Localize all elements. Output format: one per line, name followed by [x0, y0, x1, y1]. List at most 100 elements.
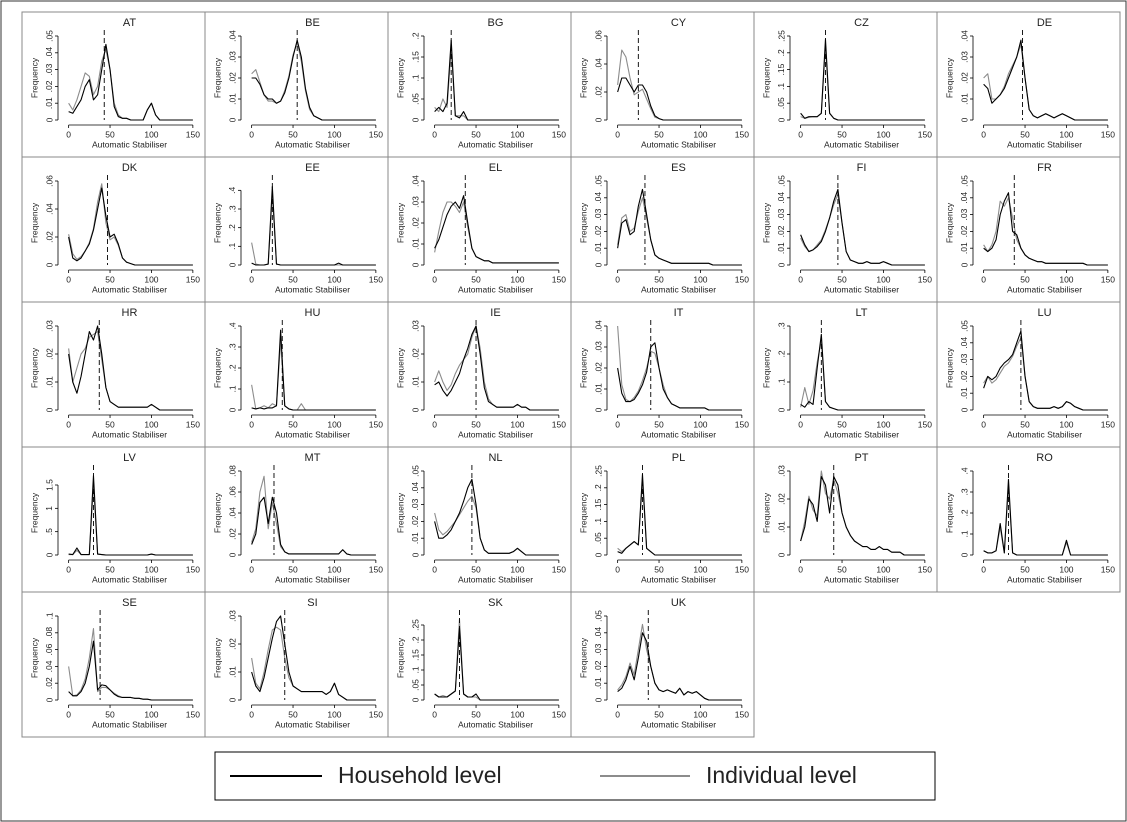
x-tick-label: 150 — [369, 564, 383, 574]
y-tick-label: 0 — [593, 262, 603, 267]
legend-label: Household level — [338, 762, 502, 788]
y-tick-label: 0 — [44, 697, 54, 702]
density-line — [434, 325, 559, 411]
x-tick-label: 150 — [918, 274, 932, 284]
y-tick-label: .01 — [227, 93, 237, 105]
panel-title: CZ — [854, 17, 869, 29]
y-tick-label: .05 — [959, 320, 969, 332]
x-tick-label: 150 — [918, 419, 932, 429]
x-tick-label: 0 — [249, 129, 254, 139]
y-axis-label: Frequency — [29, 347, 39, 388]
panel-title: EL — [489, 162, 502, 174]
y-tick-label: .02 — [227, 528, 237, 540]
y-tick-label: .15 — [410, 51, 420, 63]
x-tick-label: 0 — [981, 564, 986, 574]
y-tick-label: .02 — [776, 493, 786, 505]
y-tick-label: .04 — [776, 192, 786, 204]
x-tick-label: 50 — [471, 419, 481, 429]
x-tick-label: 100 — [144, 564, 158, 574]
panel-title: CY — [671, 17, 687, 29]
panel-title: SE — [122, 597, 137, 609]
panel — [753, 446, 938, 593]
x-axis-label: Automatic Stabiliser — [458, 139, 533, 149]
x-tick-label: 50 — [288, 419, 298, 429]
x-axis-label: Automatic Stabiliser — [275, 719, 350, 729]
x-tick-label: 150 — [1101, 419, 1115, 429]
x-tick-label: 100 — [327, 419, 341, 429]
x-tick-label: 0 — [981, 419, 986, 429]
panel-title: DE — [1037, 17, 1052, 29]
y-tick-label: .03 — [44, 63, 54, 75]
density-line — [983, 478, 1108, 556]
x-tick-label: 0 — [249, 709, 254, 719]
x-axis-label: Automatic Stabiliser — [1007, 139, 1082, 149]
x-tick-label: 150 — [369, 274, 383, 284]
x-tick-label: 100 — [1059, 564, 1073, 574]
y-tick-label: .2 — [227, 224, 237, 231]
density-line — [800, 476, 925, 556]
y-axis-label: Frequency — [395, 492, 405, 533]
y-tick-label: .02 — [227, 72, 237, 84]
density-line — [800, 188, 925, 266]
y-tick-label: .02 — [410, 348, 420, 360]
y-tick-label: .02 — [44, 231, 54, 243]
y-tick-label: 0 — [44, 262, 54, 267]
x-tick-label: 100 — [876, 564, 890, 574]
panel — [21, 446, 206, 593]
y-tick-label: .15 — [776, 63, 786, 75]
y-tick-label: 0 — [776, 117, 786, 122]
x-axis-label: Automatic Stabiliser — [1007, 574, 1082, 584]
y-tick-label: .03 — [593, 341, 603, 353]
y-tick-label: .04 — [593, 627, 603, 639]
y-tick-label: .02 — [959, 225, 969, 237]
panel — [570, 591, 755, 738]
y-tick-label: .25 — [776, 30, 786, 42]
y-tick-label: .04 — [410, 175, 420, 187]
panel-title: ES — [671, 162, 686, 174]
y-tick-label: .02 — [959, 72, 969, 84]
y-tick-label: 0 — [593, 407, 603, 412]
panel — [753, 301, 938, 448]
x-tick-label: 100 — [876, 419, 890, 429]
y-tick-label: .04 — [959, 337, 969, 349]
y-tick-label: .01 — [44, 376, 54, 388]
y-tick-label: .05 — [959, 175, 969, 187]
y-axis-label: Frequency — [944, 202, 954, 243]
x-tick-label: 0 — [615, 564, 620, 574]
density-line — [617, 188, 742, 266]
y-axis-label: Frequency — [761, 202, 771, 243]
x-tick-label: 50 — [837, 419, 847, 429]
panel-title: EE — [305, 162, 320, 174]
y-tick-label: .1 — [959, 530, 969, 537]
x-axis-label: Automatic Stabiliser — [641, 429, 716, 439]
panel-title: SK — [488, 597, 503, 609]
y-tick-label: .05 — [44, 30, 54, 42]
x-axis-label: Automatic Stabiliser — [641, 719, 716, 729]
y-tick-label: 0 — [44, 117, 54, 122]
density-line — [617, 473, 742, 556]
panel-title: IT — [674, 307, 684, 319]
panel — [387, 301, 572, 448]
panel — [21, 591, 206, 738]
panel — [570, 156, 755, 303]
panel — [936, 301, 1121, 448]
x-tick-label: 150 — [735, 709, 749, 719]
x-tick-label: 50 — [471, 274, 481, 284]
panel-title: SI — [307, 597, 317, 609]
panel — [21, 156, 206, 303]
x-tick-label: 50 — [654, 564, 664, 574]
x-tick-label: 100 — [144, 709, 158, 719]
y-tick-label: 0 — [227, 697, 237, 702]
x-tick-label: 150 — [369, 709, 383, 719]
panel — [936, 156, 1121, 303]
y-tick-label: .03 — [44, 320, 54, 332]
x-tick-label: 0 — [432, 564, 437, 574]
y-tick-label: .2 — [410, 32, 420, 39]
y-tick-label: .3 — [227, 343, 237, 350]
x-tick-label: 50 — [1020, 564, 1030, 574]
y-tick-label: .15 — [410, 649, 420, 661]
x-tick-label: 50 — [1020, 419, 1030, 429]
x-tick-label: 0 — [66, 419, 71, 429]
x-tick-label: 150 — [735, 419, 749, 429]
